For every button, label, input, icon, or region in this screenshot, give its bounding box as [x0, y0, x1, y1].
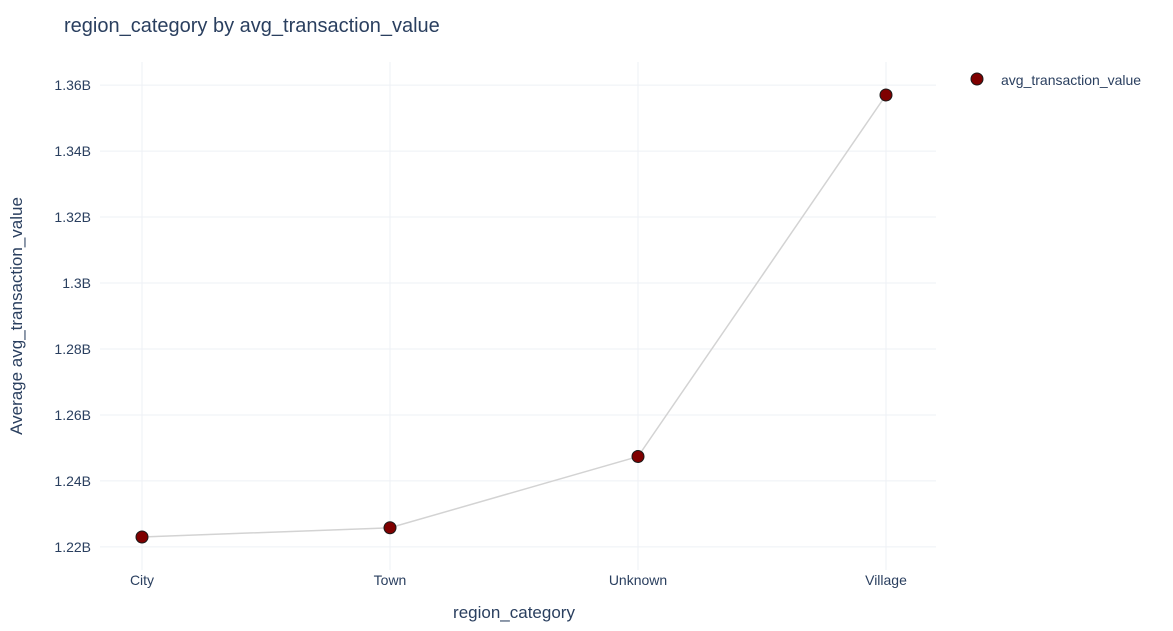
data-point[interactable] [135, 530, 149, 544]
y-tick-label: 1.36B [54, 77, 91, 93]
x-tick-label: Village [865, 572, 907, 588]
data-point[interactable] [879, 88, 893, 102]
line-layer [141, 94, 887, 538]
y-tick-label: 1.28B [54, 341, 91, 357]
legend[interactable]: avg_transaction_value [970, 72, 1141, 88]
grid-layer [100, 62, 936, 570]
x-axis-title: region_category [453, 603, 575, 622]
data-point[interactable] [631, 450, 645, 464]
y-tick-label: 1.24B [54, 473, 91, 489]
legend-label: avg_transaction_value [1001, 72, 1141, 88]
y-tick-label: 1.26B [54, 407, 91, 423]
y-tick-label: 1.22B [54, 539, 91, 555]
y-tick-label: 1.34B [54, 143, 91, 159]
tick-layer: 1.22B 1.24B 1.26B 1.28B 1.3B 1.32B 1.34B 1.36B C… [54, 77, 907, 588]
data-point[interactable] [383, 521, 397, 535]
series-line [141, 94, 887, 538]
x-tick-label: Unknown [609, 572, 667, 588]
chart-title: region_category by avg_transaction_value [64, 15, 440, 37]
y-tick-label: 1.32B [54, 209, 91, 225]
legend-marker [970, 72, 984, 86]
y-tick-label: 1.3B [62, 275, 91, 291]
x-tick-label: City [130, 572, 154, 588]
marker-layer [135, 88, 893, 544]
y-axis-title: Average avg_transaction_value [7, 197, 26, 435]
x-tick-label: Town [374, 572, 407, 588]
